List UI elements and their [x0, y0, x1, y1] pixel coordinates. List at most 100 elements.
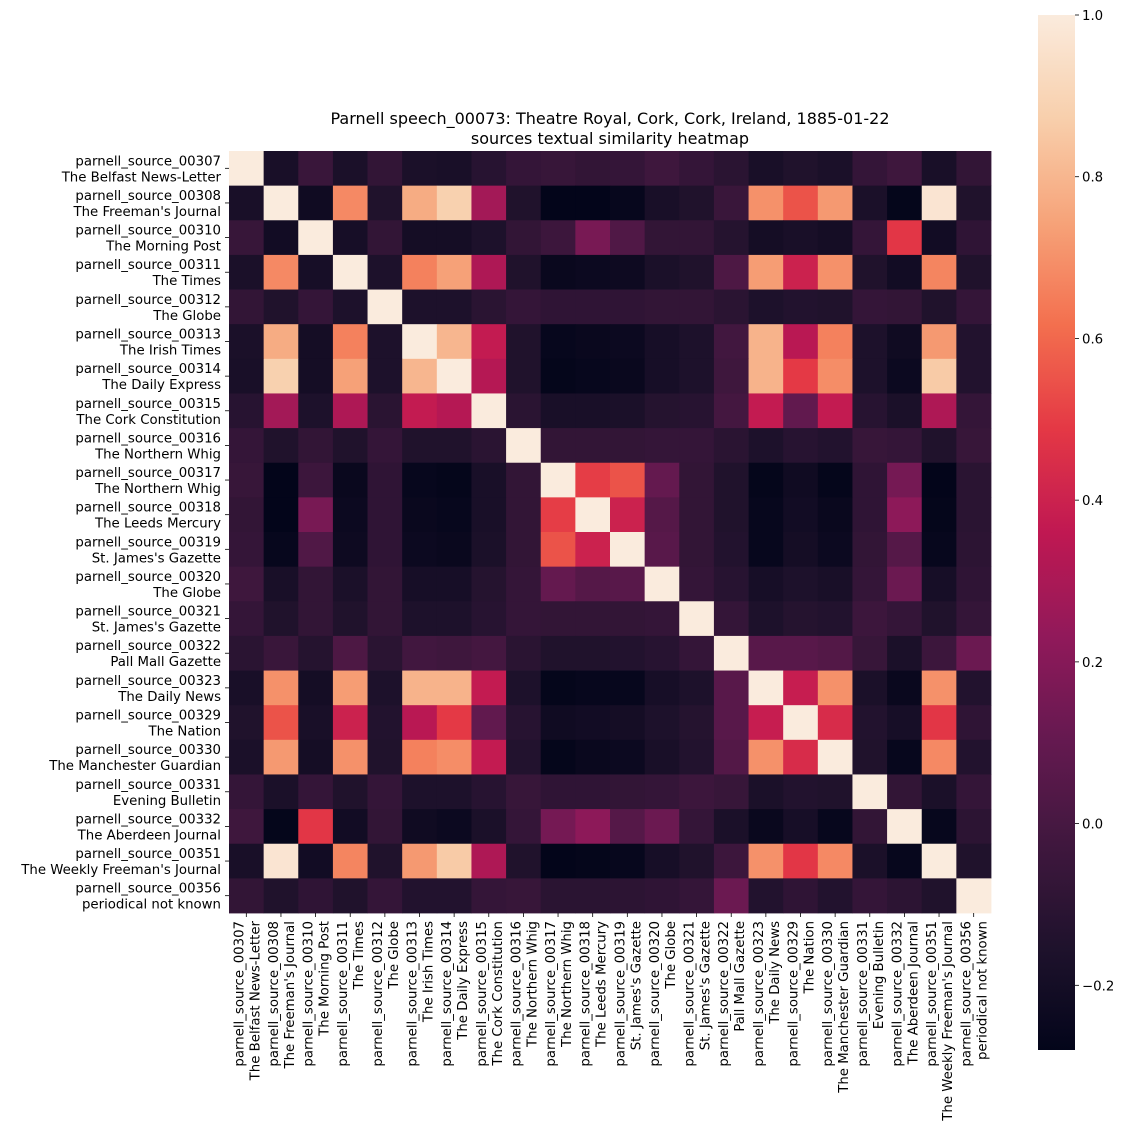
x-tick-label: parnell_source_00307 The Belfast News-Let… — [232, 920, 263, 1081]
heatmap-cell — [783, 601, 819, 637]
heatmap-cell — [610, 358, 646, 394]
x-tick-label-name: The Cork Constitution — [491, 921, 506, 1067]
heatmap-cell — [783, 843, 819, 879]
heatmap-cell — [921, 705, 957, 741]
heatmap-cell — [298, 601, 334, 637]
heatmap-cell — [367, 254, 403, 290]
heatmap-cell — [367, 878, 403, 914]
heatmap-cell — [783, 428, 819, 464]
heatmap-cell — [332, 566, 368, 602]
heatmap-cell — [332, 220, 368, 256]
heatmap-cell — [783, 462, 819, 498]
heatmap-cell — [921, 151, 957, 187]
heatmap-cell — [956, 185, 992, 221]
heatmap-cell — [367, 185, 403, 221]
heatmap-cell — [817, 739, 853, 775]
heatmap-cell — [575, 462, 611, 498]
heatmap-cell — [748, 635, 784, 671]
heatmap-cell — [471, 428, 507, 464]
heatmap-cell — [263, 739, 299, 775]
heatmap-cell — [506, 254, 542, 290]
heatmap-cell — [852, 428, 888, 464]
heatmap-cell — [817, 185, 853, 221]
y-tick-label-id: parnell_source_00314 — [75, 362, 221, 377]
heatmap-cell — [610, 843, 646, 879]
heatmap-cell — [713, 497, 749, 533]
heatmap-cell — [575, 358, 611, 394]
heatmap-cell — [506, 289, 542, 325]
heatmap-cell — [644, 358, 680, 394]
x-tick-label: parnell_source_00314 The Daily Express — [440, 921, 471, 1067]
y-tick-label-name: The Leeds Mercury — [94, 517, 221, 532]
heatmap-cell — [575, 843, 611, 879]
heatmap-cell — [679, 185, 715, 221]
heatmap-cell — [436, 428, 472, 464]
heatmap-cell — [575, 324, 611, 360]
heatmap-cell — [298, 185, 334, 221]
heatmap-cell — [298, 705, 334, 741]
y-tick-label-name: The Cork Constitution — [75, 413, 221, 428]
x-tick-label: parnell_source_00356 periodical not known — [960, 921, 991, 1067]
x-tick-label: parnell_source_00311 The Times — [336, 921, 367, 1067]
colorbar-tick-label: 0.2 — [1082, 656, 1103, 671]
heatmap-cell — [610, 393, 646, 429]
heatmap-cell — [679, 635, 715, 671]
heatmap-cell — [713, 220, 749, 256]
heatmap-cell — [783, 774, 819, 810]
heatmap-cell — [852, 809, 888, 845]
heatmap-cell — [229, 428, 265, 464]
heatmap-cell — [298, 670, 334, 706]
heatmap-cell — [852, 358, 888, 394]
heatmap-cell — [679, 428, 715, 464]
heatmap-cell — [229, 358, 265, 394]
heatmap-cell — [921, 566, 957, 602]
heatmap-cell — [402, 358, 438, 394]
heatmap-cell — [575, 705, 611, 741]
x-tick-label-id: parnell_source_00322 — [717, 921, 732, 1067]
heatmap-cell — [332, 462, 368, 498]
heatmap-cell — [887, 878, 923, 914]
heatmap-cell — [644, 774, 680, 810]
heatmap-cell — [644, 843, 680, 879]
heatmap-cell — [956, 878, 992, 914]
heatmap-cell — [852, 774, 888, 810]
heatmap-cell — [332, 497, 368, 533]
y-tick-label-name: Pall Mall Gazette — [110, 655, 221, 670]
heatmap-cell — [506, 635, 542, 671]
heatmap-cell — [713, 566, 749, 602]
heatmap-cell — [887, 601, 923, 637]
heatmap-cell — [540, 809, 576, 845]
x-tick-label-id: parnell_source_00320 — [648, 921, 663, 1067]
heatmap-cell — [817, 393, 853, 429]
heatmap-cell — [229, 601, 265, 637]
x-tick-label-name: The Daily News — [768, 921, 783, 1025]
heatmap-cell — [921, 393, 957, 429]
heatmap-cell — [956, 462, 992, 498]
heatmap-cell — [610, 878, 646, 914]
heatmap-cell — [921, 878, 957, 914]
heatmap-cell — [367, 151, 403, 187]
heatmap-cell — [436, 358, 472, 394]
heatmap-cell — [332, 151, 368, 187]
heatmap-cell — [956, 324, 992, 360]
heatmap-cell — [367, 532, 403, 568]
heatmap-cell — [263, 428, 299, 464]
heatmap-cell — [229, 393, 265, 429]
heatmap-cell — [887, 254, 923, 290]
x-tick-label: parnell_source_00315 The Cork Constitutio… — [475, 921, 506, 1067]
heatmap-cell — [956, 254, 992, 290]
heatmap-cell — [713, 358, 749, 394]
x-tick-label: parnell_source_00330 The Manchester Guard… — [821, 921, 852, 1094]
heatmap-cell — [506, 220, 542, 256]
heatmap-cell — [471, 358, 507, 394]
heatmap-cell — [644, 220, 680, 256]
heatmap-cell — [956, 635, 992, 671]
heatmap-cell — [852, 532, 888, 568]
heatmap-cell — [367, 324, 403, 360]
heatmap-cell — [610, 809, 646, 845]
heatmap-cell — [956, 566, 992, 602]
x-tick-label: parnell_source_00332 The Aberdeen Journal — [890, 921, 921, 1067]
heatmap-cell — [783, 635, 819, 671]
y-tick-label-id: parnell_source_00321 — [75, 605, 221, 620]
y-tick-label-id: parnell_source_00308 — [75, 189, 221, 204]
